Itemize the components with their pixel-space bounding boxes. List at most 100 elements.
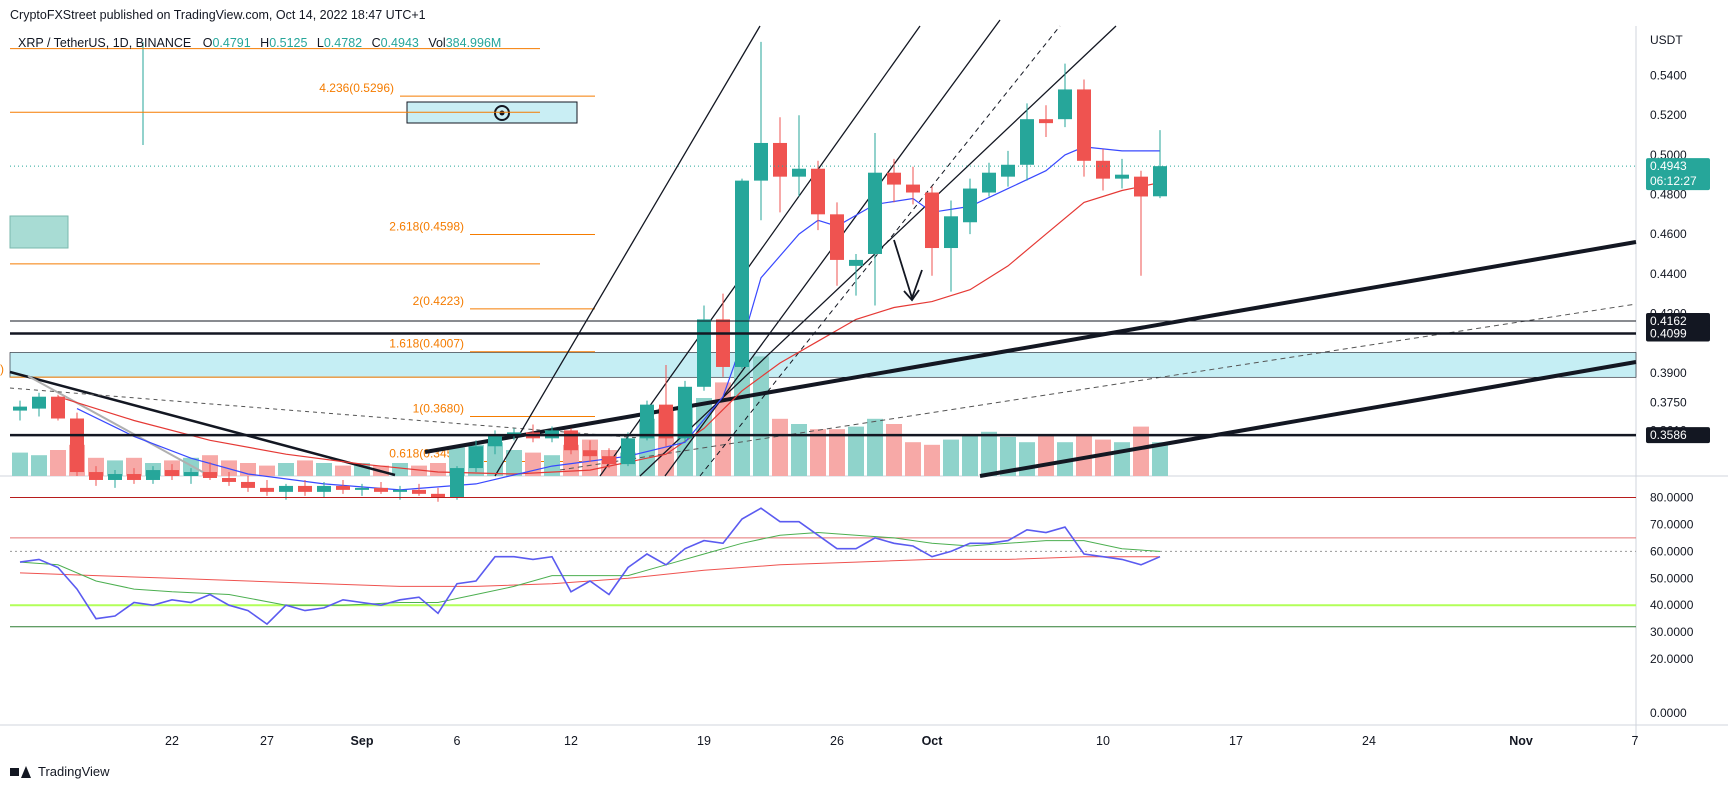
- range-box[interactable]: [9, 215, 69, 249]
- candle[interactable]: [906, 184, 920, 193]
- candle[interactable]: [184, 472, 198, 476]
- candle[interactable]: [944, 216, 958, 249]
- time-tick-label: 26: [830, 734, 844, 748]
- rsi-pane[interactable]: 80.0000 70.0000 60.0000 50.0000 40.0000 30.00…: [10, 490, 1694, 720]
- candle[interactable]: [754, 142, 768, 181]
- volume-bar: [411, 465, 427, 476]
- candle[interactable]: [13, 406, 27, 411]
- candle[interactable]: [412, 489, 426, 494]
- volume-bar: [734, 361, 750, 476]
- symbol-label[interactable]: XRP / TetherUS, 1D, BINANCE: [18, 36, 192, 50]
- candle[interactable]: [1020, 119, 1034, 165]
- fib-level-label: 1.618(0.4007): [389, 337, 464, 351]
- candle[interactable]: [336, 485, 350, 490]
- channel-lower-line[interactable]: [979, 360, 1637, 478]
- candle[interactable]: [222, 477, 236, 482]
- candle[interactable]: [32, 396, 46, 409]
- candle[interactable]: [1096, 160, 1110, 179]
- dashed-support-line[interactable]: [9, 387, 641, 439]
- candle[interactable]: [507, 432, 521, 435]
- candle[interactable]: [583, 450, 597, 457]
- candle[interactable]: [1001, 164, 1015, 177]
- candle[interactable]: [108, 474, 122, 480]
- candle[interactable]: [70, 418, 84, 473]
- candles[interactable]: [13, 41, 1167, 502]
- volume-bar: [1133, 426, 1149, 476]
- trendlines[interactable]: [9, 19, 1637, 478]
- candle[interactable]: [963, 188, 977, 223]
- price-tick-label: 0.3900: [1650, 366, 1687, 380]
- rsi-line[interactable]: [19, 507, 1161, 626]
- candle[interactable]: [51, 396, 65, 419]
- candle[interactable]: [982, 172, 996, 193]
- candle[interactable]: [659, 404, 673, 439]
- price-badge: [1646, 158, 1710, 191]
- candle[interactable]: [716, 319, 730, 367]
- candle[interactable]: [697, 319, 711, 387]
- candle[interactable]: [792, 168, 806, 177]
- candle[interactable]: [298, 485, 312, 492]
- volume-bar: [12, 452, 28, 476]
- candle[interactable]: [355, 487, 369, 490]
- volume-bar: [1076, 434, 1092, 476]
- candle[interactable]: [773, 142, 787, 177]
- arrow-path[interactable]: [893, 239, 923, 301]
- candle[interactable]: [89, 472, 103, 480]
- candle[interactable]: [1115, 174, 1129, 179]
- candle[interactable]: [317, 485, 331, 492]
- rsi-tick-label: 20.0000: [1650, 652, 1694, 666]
- candle[interactable]: [260, 487, 274, 492]
- descending-trendline[interactable]: [9, 370, 396, 477]
- candle[interactable]: [1058, 89, 1072, 120]
- candle[interactable]: [469, 446, 483, 469]
- target-icon-center: [499, 110, 505, 116]
- target-icon[interactable]: [494, 105, 510, 121]
- candle[interactable]: [887, 172, 901, 185]
- candle[interactable]: [1039, 119, 1053, 124]
- price-badge: [1646, 427, 1710, 444]
- demand-zone[interactable]: [9, 352, 1637, 378]
- candle[interactable]: [374, 487, 388, 492]
- candle[interactable]: [564, 430, 578, 451]
- candle[interactable]: [602, 456, 616, 465]
- candle[interactable]: [830, 214, 844, 260]
- footer: TradingView: [10, 764, 110, 779]
- candle[interactable]: [127, 474, 141, 480]
- volume-bar: [316, 463, 332, 476]
- candle[interactable]: [868, 172, 882, 254]
- candle[interactable]: [678, 386, 692, 439]
- candle[interactable]: [165, 470, 179, 476]
- candle[interactable]: [393, 489, 407, 492]
- candle[interactable]: [203, 472, 217, 478]
- candle[interactable]: [488, 434, 502, 447]
- candle[interactable]: [146, 470, 160, 480]
- price-tick-label: 0.5200: [1650, 108, 1687, 122]
- candle[interactable]: [1153, 166, 1167, 197]
- candle[interactable]: [925, 192, 939, 249]
- pitchfork-line-1[interactable]: [494, 25, 761, 477]
- candle[interactable]: [241, 481, 255, 488]
- candle[interactable]: [279, 485, 293, 492]
- open-value: 0.4791: [212, 36, 251, 50]
- support-lines[interactable]: [10, 320, 1636, 437]
- volume-bar: [962, 434, 978, 476]
- candle[interactable]: [450, 468, 464, 498]
- candle[interactable]: [431, 493, 445, 498]
- dashed-midline[interactable]: [559, 303, 1637, 471]
- rsi-tick-label: 30.0000: [1650, 625, 1694, 639]
- volume-bar: [810, 429, 826, 476]
- time-tick-label: 24: [1362, 734, 1376, 748]
- grey-trendline[interactable]: [27, 375, 211, 477]
- channel-upper-line[interactable]: [424, 240, 1637, 454]
- pitchfork-line-2[interactable]: [599, 25, 921, 477]
- candle[interactable]: [1077, 89, 1091, 161]
- candle[interactable]: [640, 404, 654, 439]
- candle[interactable]: [1134, 176, 1148, 197]
- candle[interactable]: [811, 168, 825, 215]
- drawings-layer: [9, 42, 578, 249]
- candle[interactable]: [849, 259, 863, 266]
- candle[interactable]: [621, 438, 635, 465]
- candle[interactable]: [735, 180, 749, 367]
